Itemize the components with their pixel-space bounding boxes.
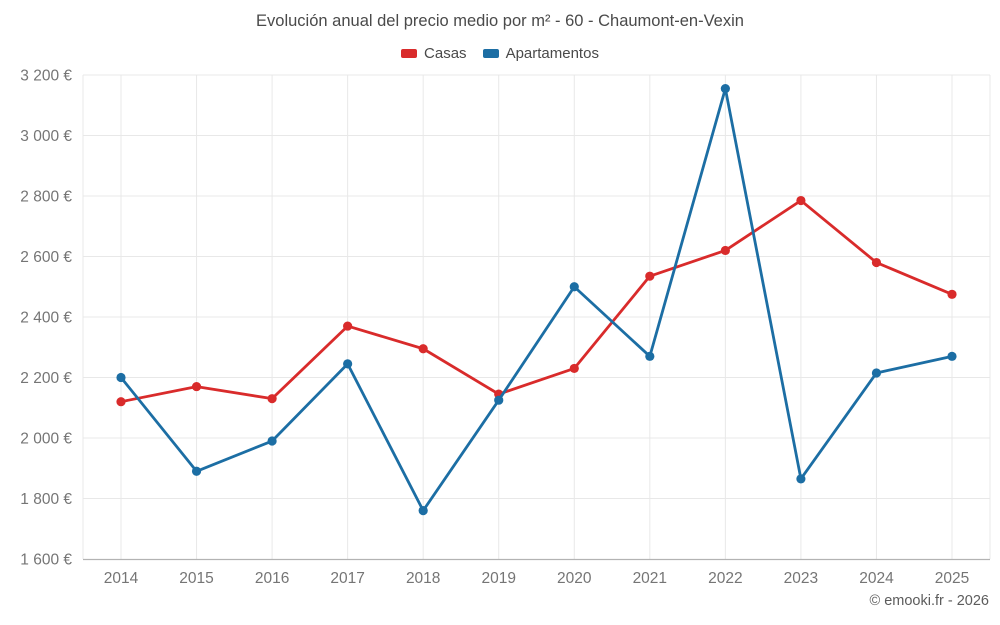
data-point-apartamentos-2016[interactable] <box>267 436 277 446</box>
data-point-casas-2018[interactable] <box>418 344 428 354</box>
y-tick-label: 1 600 € <box>20 551 72 568</box>
data-point-casas-2014[interactable] <box>116 397 126 407</box>
chart-title: Evolución anual del precio medio por m² … <box>256 12 744 30</box>
data-point-apartamentos-2017[interactable] <box>343 359 353 369</box>
y-tick-label: 2 400 € <box>20 309 72 326</box>
data-point-casas-2022[interactable] <box>720 245 730 256</box>
x-tick-label: 2020 <box>557 570 592 587</box>
data-point-apartamentos-2015[interactable] <box>191 466 202 476</box>
data-point-casas-2017[interactable] <box>343 321 353 331</box>
x-tick-label: 2015 <box>179 570 213 587</box>
data-point-casas-2024[interactable] <box>871 257 882 268</box>
data-point-casas-2016[interactable] <box>267 394 277 404</box>
y-tick-label: 1 800 € <box>20 491 72 508</box>
data-point-casas-2023[interactable] <box>796 195 806 206</box>
data-point-casas-2020[interactable] <box>569 363 579 374</box>
legend-item-casas[interactable]: Casas <box>401 45 467 62</box>
y-tick-label: 2 800 € <box>20 188 72 205</box>
data-point-apartamentos-2020[interactable] <box>569 282 579 292</box>
chart-legend: Casas Apartamentos <box>0 45 1000 62</box>
data-point-apartamentos-2023[interactable] <box>796 474 806 484</box>
x-tick-label: 2024 <box>859 570 894 587</box>
x-tick-label: 2021 <box>633 570 667 587</box>
x-tick-label: 2019 <box>481 570 515 587</box>
data-point-apartamentos-2021[interactable] <box>645 351 655 361</box>
data-point-casas-2025[interactable] <box>947 289 957 299</box>
series-line-casas <box>119 199 954 404</box>
x-tick-label: 2018 <box>406 570 440 587</box>
y-tick-label: 3 000 € <box>20 128 72 145</box>
x-tick-label: 2023 <box>784 570 818 587</box>
y-tick-label: 2 600 € <box>20 249 72 266</box>
x-tick-label: 2016 <box>255 570 289 587</box>
data-point-apartamentos-2024[interactable] <box>871 368 882 378</box>
data-point-apartamentos-2014[interactable] <box>116 372 126 383</box>
data-point-apartamentos-2025[interactable] <box>947 351 957 361</box>
apartamentos-swatch-icon <box>482 49 499 58</box>
data-point-apartamentos-2018[interactable] <box>418 506 428 516</box>
data-point-apartamentos-2019[interactable] <box>494 395 504 405</box>
casas-swatch-icon <box>401 49 418 58</box>
legend-label-apartamentos: Apartamentos <box>505 45 599 62</box>
x-tick-label: 2017 <box>330 570 364 587</box>
y-tick-label: 2 000 € <box>20 430 72 447</box>
data-point-casas-2021[interactable] <box>645 271 655 281</box>
y-tick-label: 2 200 € <box>20 370 72 387</box>
legend-item-apartamentos[interactable]: Apartamentos <box>482 45 599 62</box>
y-tick-label: 3 200 € <box>20 67 72 84</box>
series-line-apartamentos <box>119 87 954 513</box>
copyright-credit: © emooki.fr - 2026 <box>869 593 989 609</box>
data-point-apartamentos-2022[interactable] <box>720 84 730 94</box>
x-tick-label: 2014 <box>104 570 139 587</box>
data-point-casas-2015[interactable] <box>191 381 202 392</box>
x-tick-label: 2025 <box>935 570 969 587</box>
x-tick-label: 2022 <box>708 570 742 587</box>
legend-label-casas: Casas <box>424 45 467 62</box>
